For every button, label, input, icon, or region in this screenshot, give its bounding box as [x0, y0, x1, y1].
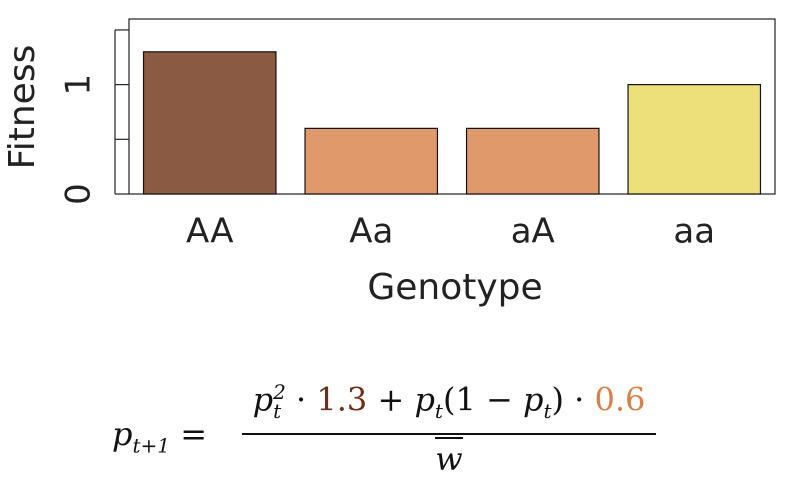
formula-subscript: t [434, 399, 443, 424]
formula-text: (1 − [442, 380, 513, 419]
formula-equals: = [180, 415, 207, 453]
x-tick-label: aA [511, 212, 555, 252]
formula-denominator: w [242, 437, 656, 478]
formula-number: 0.6 [594, 380, 646, 419]
formula-lhs: pt+1 = [112, 415, 207, 457]
formula-symbol: p [112, 415, 133, 453]
formula-symbol: p [522, 380, 544, 419]
y-tick-label: 1 [59, 74, 99, 96]
formula-subscript: t [543, 399, 552, 424]
formula-subscript: t+1 [132, 433, 171, 458]
fraction-bar [242, 433, 656, 435]
formula-operator: · [574, 380, 585, 419]
formula-operator: + [377, 380, 405, 419]
formula-subscript: t [273, 399, 282, 424]
x-tick-label: aa [673, 212, 715, 252]
formula-operator: · [296, 380, 307, 419]
plot-frame [128, 18, 776, 195]
bar [142, 51, 277, 195]
formula-numerator: pt2 · 1.3 + pt(1 − pt) · 0.6 [242, 380, 656, 423]
chart: Genotype Fitness 0 1 AA Aa aA aa [2, 18, 776, 308]
y-axis-label: Fitness [2, 45, 43, 170]
formula-superscript: 2 [273, 380, 286, 404]
x-tick-label: Aa [349, 212, 393, 252]
y-tick-label: 0 [59, 183, 99, 205]
formula-symbol: w [435, 437, 463, 478]
formula-symbol: p [252, 380, 274, 419]
bar [304, 127, 439, 195]
formula-text: ) [551, 380, 564, 419]
formula-symbol: p [414, 380, 435, 419]
x-axis-label: Genotype [367, 267, 542, 308]
bar [465, 127, 600, 195]
x-tick-label: AA [186, 212, 233, 252]
formula-number: 1.3 [316, 380, 368, 419]
bar [627, 84, 762, 195]
